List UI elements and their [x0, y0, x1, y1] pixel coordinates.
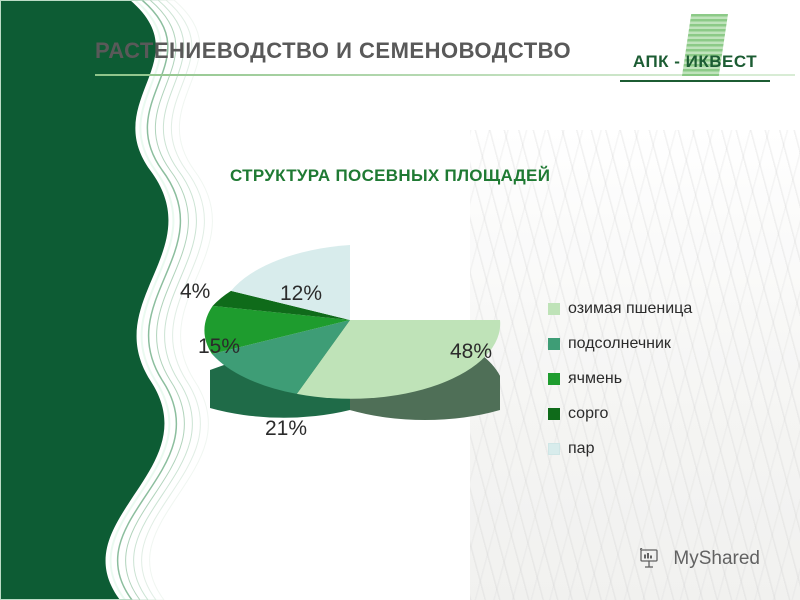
legend-item-4: пар — [548, 440, 692, 458]
presentation-icon — [639, 548, 665, 570]
legend-item-2: ячмень — [548, 370, 692, 388]
legend-label-wheat: озимая пшеница — [568, 300, 692, 318]
pie-label-48: 48% — [450, 340, 492, 363]
legend-swatch-barley — [548, 373, 560, 385]
company-logo: АПК - ИКВЕСТ — [620, 14, 770, 94]
chart-legend: озимая пшеница подсолнечник ячмень сорго… — [548, 300, 692, 475]
logo-underline — [620, 80, 770, 82]
legend-label-fallow: пар — [568, 440, 594, 458]
legend-swatch-wheat — [548, 303, 560, 315]
pie-label-21: 21% — [265, 417, 307, 440]
pie-label-12: 12% — [280, 282, 322, 305]
pie-label-4: 4% — [180, 280, 210, 303]
chart-title: СТРУКТУРА ПОСЕВНЫХ ПЛОЩАДЕЙ — [230, 166, 550, 186]
legend-swatch-sorghum — [548, 408, 560, 420]
myshared-watermark[interactable]: MyShared — [639, 548, 760, 570]
myshared-text: MyShared — [673, 548, 760, 570]
legend-label-sunflower: подсолнечник — [568, 335, 671, 353]
legend-item-0: озимая пшеница — [548, 300, 692, 318]
legend-label-barley: ячмень — [568, 370, 622, 388]
legend-label-sorghum: сорго — [568, 405, 608, 423]
legend-item-3: сорго — [548, 405, 692, 423]
legend-swatch-sunflower — [548, 338, 560, 350]
slide-root: РАСТЕНИЕВОДСТВО И СЕМЕНОВОДСТВО АПК - ИК… — [0, 0, 800, 600]
legend-item-1: подсолнечник — [548, 335, 692, 353]
pie-chart-container: 48% 21% 15% 4% 12% — [150, 250, 550, 480]
legend-swatch-fallow — [548, 443, 560, 455]
pie-label-15: 15% — [198, 335, 240, 358]
logo-text: АПК - ИКВЕСТ — [620, 52, 770, 72]
pie-chart-svg: 48% 21% 15% 4% 12% — [150, 250, 550, 480]
